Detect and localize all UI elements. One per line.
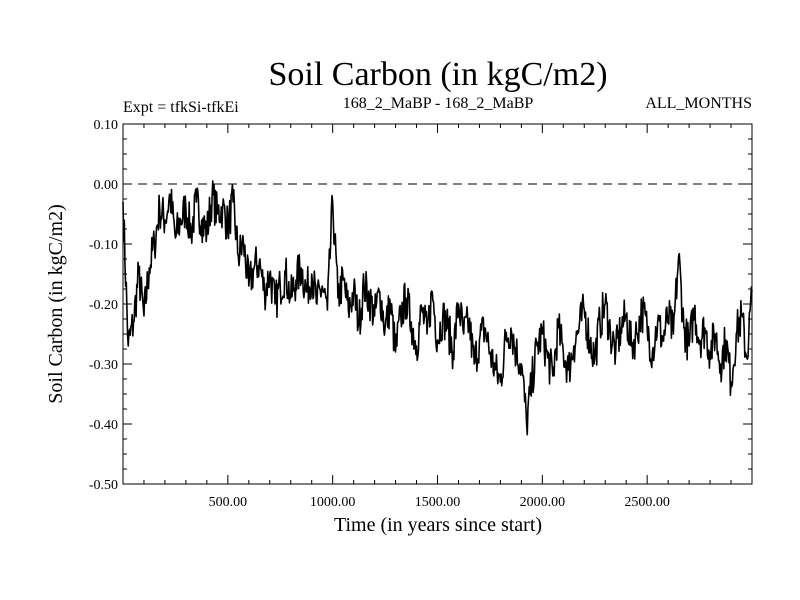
x-tick-label: 2500.00: [624, 495, 670, 510]
y-tick-label: -0.20: [89, 298, 118, 313]
y-tick-label: -0.30: [89, 358, 118, 373]
y-axis-label: Soil Carbon (in kgC/m2): [45, 204, 67, 403]
plot-frame: [122, 123, 753, 485]
y-tick-label: 0.00: [94, 178, 119, 193]
plot-area: 0.10 0.00 -0.10 -0.20 -0.30 -0.40 -0.50 500.00 1…: [89, 118, 753, 510]
experiment-label: Expt = tfkSi-tfkEi: [123, 99, 239, 116]
y-tick-label: -0.40: [89, 418, 118, 433]
y-tick-label: 0.10: [94, 118, 119, 133]
period-label: 168_2_MaBP - 168_2_MaBP: [343, 95, 534, 112]
x-tick-label: 2000.00: [520, 495, 566, 510]
soil-carbon-series-line: [122, 180, 753, 436]
y-tick-label: -0.10: [89, 238, 118, 253]
x-axis-label: Time (in years since start): [334, 514, 542, 536]
chart-title: Soil Carbon (in kgC/m2): [268, 56, 607, 93]
months-label: ALL_MONTHS: [645, 95, 752, 112]
x-tick-label: 1500.00: [415, 495, 461, 510]
y-tick-label: -0.50: [89, 478, 118, 493]
x-tick-label: 1000.00: [310, 495, 356, 510]
x-tick-label: 500.00: [209, 495, 248, 510]
